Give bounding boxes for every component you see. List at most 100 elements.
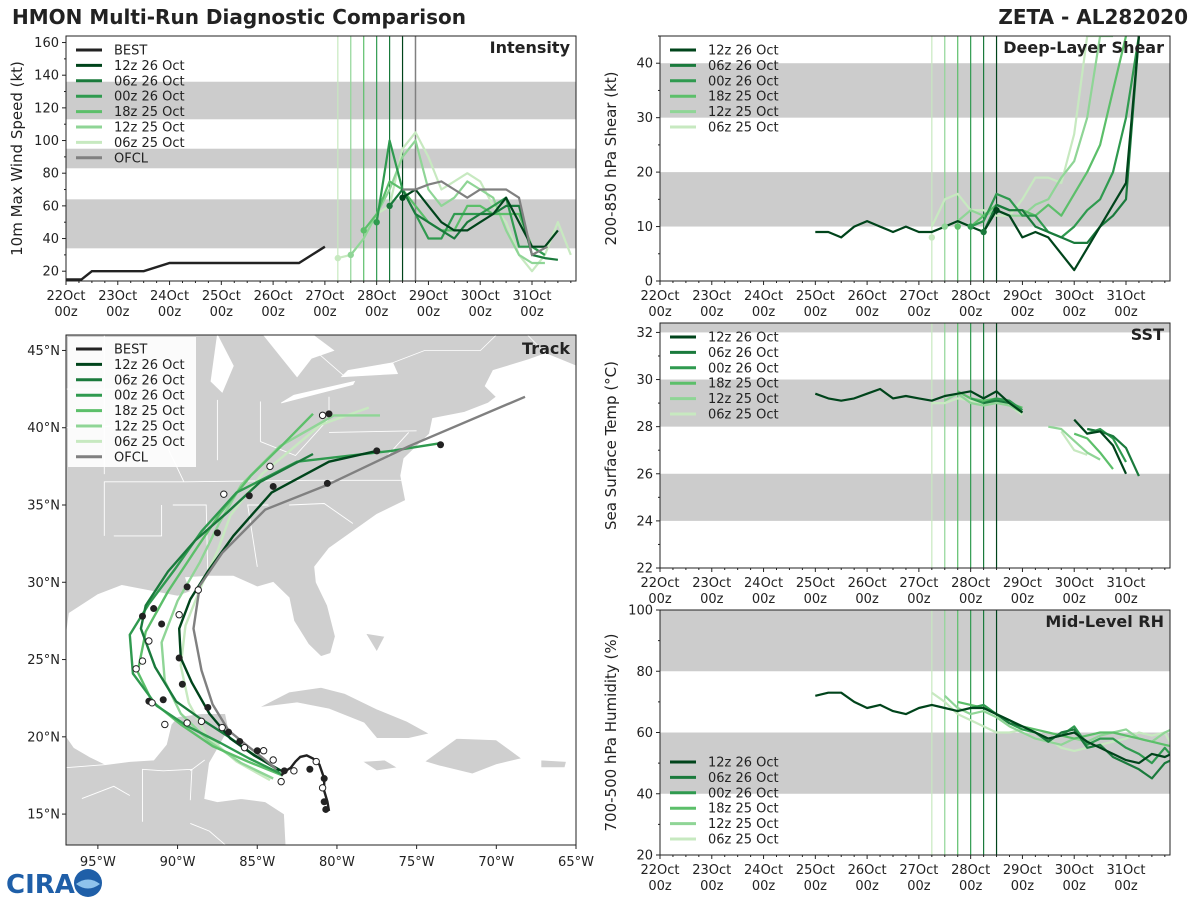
sst-series-line — [970, 397, 1024, 412]
track-legend-label: 06z 25 Oct — [114, 435, 185, 450]
sst-xtick-label: 28Oct — [951, 576, 990, 591]
rh-ytick-label: 80 — [636, 665, 653, 680]
sst-legend-label: 12z 26 Oct — [708, 331, 779, 346]
sst-xtick-label: 25Oct — [796, 576, 835, 591]
sst-xtick-sublabel: 00z — [700, 592, 724, 607]
track-ytick-label: 45°N — [27, 344, 60, 359]
map-state-border — [384, 432, 410, 459]
track-point-open — [269, 756, 277, 764]
intensity-xtick-sublabel: 00z — [158, 305, 182, 320]
sst-xtick-label: 23Oct — [692, 576, 731, 591]
sst-series-group — [814, 387, 1140, 477]
map-state-border — [328, 430, 417, 433]
shear-series-line — [815, 36, 1140, 272]
shear-xtick-sublabel: 00z — [648, 305, 672, 320]
map-cuba — [258, 686, 431, 739]
sst-series-line — [814, 387, 1024, 414]
rh-series-line — [815, 691, 1170, 765]
sst-legend-label: 06z 26 Oct — [708, 346, 779, 361]
track-point-filled — [280, 767, 288, 775]
sst-ytick-label: 32 — [636, 326, 653, 341]
sst-xtick-sublabel: 00z — [1011, 592, 1035, 607]
shear-ylabel: 200-850 hPa Shear (kt) — [602, 72, 620, 246]
intensity-legend-label: 00z 26 Oct — [114, 90, 185, 105]
rh-legend-label: 12z 25 Oct — [708, 817, 779, 832]
map-state-border — [113, 505, 163, 537]
shear-legend-label: 18z 25 Oct — [708, 90, 779, 105]
track-xtick-label: 65°W — [558, 855, 594, 870]
track-point-filled — [158, 620, 166, 628]
track-point-filled — [183, 583, 191, 591]
intensity-ytick-label: 120 — [34, 101, 59, 116]
map-great-lake — [263, 335, 335, 378]
intensity-band — [66, 81, 576, 120]
track-point-filled — [139, 612, 146, 620]
sst-title: SST — [1131, 325, 1164, 344]
track-point-open — [259, 747, 268, 755]
track-point-filled — [373, 447, 381, 455]
map-great-lake — [280, 380, 356, 404]
map-country-border — [190, 759, 205, 772]
intensity-legend-label: OFCL — [114, 151, 149, 166]
shear-frame — [659, 35, 1171, 282]
track-point-open — [194, 586, 202, 594]
track-point-filled — [204, 703, 212, 711]
intensity-xtick-sublabel: 00z — [210, 305, 234, 320]
track-point-open — [290, 767, 298, 775]
map-jamaica — [361, 759, 399, 772]
track-ytick-label: 30°N — [27, 576, 60, 591]
intensity-legend-label: 12z 25 Oct — [114, 121, 185, 136]
sst-ytick-label: 30 — [636, 373, 653, 388]
sst-legend-label: 18z 25 Oct — [708, 377, 779, 392]
intensity-init-marker — [347, 251, 354, 259]
rh-xtick-sublabel: 00z — [1011, 879, 1035, 894]
shear-series-line — [957, 36, 1128, 228]
rh-legend-label: 12z 26 Oct — [708, 756, 779, 771]
track-legend-label: 00z 26 Oct — [114, 389, 185, 404]
intensity-init-marker — [373, 219, 380, 226]
track-point-filled — [306, 765, 314, 773]
track-legend-label: OFCL — [114, 450, 149, 465]
track-point-open — [240, 743, 249, 752]
intensity-ytick-label: 160 — [34, 36, 59, 51]
sst-legend-label: 00z 26 Oct — [708, 361, 779, 376]
rh-ylabel: 700-500 hPa Humidity (%) — [602, 633, 620, 831]
rh-band — [660, 610, 1170, 672]
sst-ytick-label: 24 — [636, 514, 653, 529]
sst-ytick-label: 28 — [636, 420, 653, 435]
map-hispaniola — [423, 737, 523, 775]
track-ytick-label: 35°N — [27, 499, 60, 514]
track-point-open — [132, 665, 140, 673]
rh-xtick-label: 23Oct — [692, 863, 731, 878]
shear-xtick-label: 28Oct — [951, 289, 990, 304]
rh-xtick-label: 27Oct — [899, 863, 938, 878]
intensity-ytick-label: 20 — [42, 265, 59, 280]
rh-legend-label: 18z 25 Oct — [708, 802, 779, 817]
intensity-xtick-label: 30Oct — [461, 289, 500, 304]
shear-ytick-label: 10 — [636, 220, 653, 235]
track-legend-label: 12z 25 Oct — [114, 420, 185, 435]
intensity-best-line — [66, 245, 326, 281]
rh-ytick-label: 100 — [628, 604, 653, 619]
track-xtick-label: 70°W — [478, 855, 514, 870]
track-point-filled — [320, 775, 328, 783]
sst-ytick-label: 22 — [636, 562, 653, 577]
shear-init-marker — [928, 234, 936, 241]
intensity-init-marker — [360, 227, 367, 234]
rh-legend-label: 06z 25 Oct — [708, 833, 779, 848]
rh-legend-label: 06z 26 Oct — [708, 771, 779, 786]
shear-xtick-label: 30Oct — [1055, 289, 1094, 304]
rh-xtick-label: 29Oct — [1003, 863, 1042, 878]
shear-init-marker — [941, 223, 948, 230]
shear-xtick-sublabel: 00z — [804, 305, 828, 320]
track-ytick-label: 40°N — [27, 421, 60, 436]
shear-xtick-label: 23Oct — [692, 289, 731, 304]
track-point-open — [175, 611, 183, 619]
shear-xtick-label: 24Oct — [744, 289, 783, 304]
track-xtick-label: 85°W — [239, 855, 275, 870]
rh-ytick-label: 60 — [636, 726, 653, 741]
intensity-ofcl-line — [402, 180, 549, 257]
intensity-legend-label: 18z 25 Oct — [114, 105, 185, 120]
rh-xtick-sublabel: 00z — [752, 879, 776, 894]
shear-ytick-label: 0 — [645, 275, 653, 290]
